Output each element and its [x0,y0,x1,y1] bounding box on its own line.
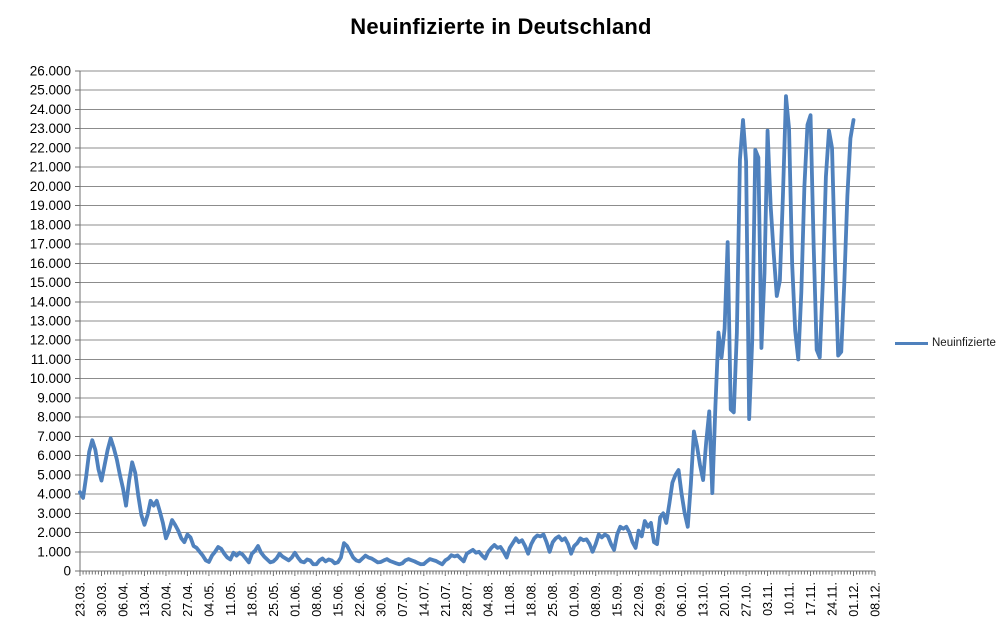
x-axis-tick-label: 03.11. [761,582,775,616]
x-axis-tick-label: 23.03. [74,582,88,617]
x-axis-tick-label: 18.08. [525,582,539,617]
y-axis-tick-label: 11.000 [31,352,71,367]
legend-line-sample [895,341,928,345]
x-axis-tick-label: 04.08. [482,582,496,617]
x-axis-tick-label: 22.09. [632,582,646,617]
y-axis-tick-label: 20.000 [30,179,71,194]
y-axis-tick-label: 14.000 [30,294,71,309]
y-axis-tick-label: 25.000 [30,83,71,98]
x-axis-tick-label: 01.06. [288,582,302,617]
x-axis-tick-label: 08.06. [310,582,324,617]
y-axis-tick-label: 22.000 [30,140,71,155]
y-axis-tick-label: 4.000 [37,487,71,502]
y-axis-tick-label: 7.000 [37,429,71,444]
y-axis-ticks [75,70,80,572]
y-axis-tick-label: 19.000 [30,198,71,213]
x-axis-tick-label: 04.05. [202,582,216,617]
y-axis-tick-label: 15.000 [30,275,71,290]
legend: Neuinfizierte [895,337,996,349]
x-axis-tick-label: 24.11. [826,582,840,616]
x-axis-tick-label: 11.05. [224,582,238,616]
x-axis-tick-label: 22.06. [353,582,367,617]
y-axis-tick-label: 3.000 [37,506,71,521]
x-axis-tick-label: 27.10. [740,582,754,617]
y-axis-tick-label: 10.000 [30,371,71,386]
x-axis-tick-label: 28.07. [460,582,474,617]
y-axis-tick-label: 26.000 [30,64,71,79]
series-line-neuinfizierte [78,94,856,567]
x-axis-tick-label: 08.12. [869,582,883,617]
x-axis-tick-label: 30.03. [95,582,109,617]
x-axis-tick-label: 25.08. [546,582,560,617]
x-axis-tick-label: 07.07. [396,582,410,617]
x-axis-tick-label: 01.12. [847,582,861,617]
y-axis-tick-label: 13.000 [30,314,71,329]
x-axis-tick-label: 11.08. [503,582,517,616]
x-axis-ticks [79,571,876,576]
y-axis-tick-label: 21.000 [30,160,71,175]
y-axis-tick-label: 16.000 [30,256,71,271]
x-axis-tick-label: 08.09. [589,582,603,617]
legend-label: Neuinfizierte [932,337,996,349]
x-axis-tick-label: 30.06. [374,582,388,617]
y-axis-tick-label: 2.000 [37,525,71,540]
y-axis-tick-label: 12.000 [30,333,71,348]
y-axis-tick-label: 8.000 [37,410,71,425]
x-axis-tick-label: 14.07. [417,582,431,617]
x-axis-tick-label: 29.09. [654,582,668,617]
x-axis-tick-label: 15.09. [611,582,625,617]
y-axis-tick-label: 17.000 [30,237,71,252]
x-axis-tick-label: 20.10. [718,582,732,617]
x-axis-tick-label: 18.05. [245,582,259,617]
y-axis-tick-label: 1.000 [37,544,71,559]
x-axis-tick-label: 06.04. [116,582,130,617]
x-axis-tick-label: 21.07. [439,582,453,617]
x-axis-tick-label: 25.05. [267,582,281,617]
x-axis-tick-label: 27.04. [181,582,195,617]
x-axis-tick-label: 01.09. [568,582,582,617]
x-axis-tick-label: 17.11. [804,582,818,616]
x-axis-tick-label: 13.10. [697,582,711,617]
x-axis-tick-label: 15.06. [331,582,345,617]
y-axis-tick-label: 6.000 [37,448,71,463]
y-axis-tick-label: 24.000 [30,102,71,117]
x-axis-tick-label: 13.04. [138,582,152,617]
x-axis-tick-label: 20.04. [159,582,173,617]
y-axis-tick-label: 0 [63,564,71,579]
y-axis-tick-label: 9.000 [37,390,71,405]
chart-title: Neuinfizierte in Deutschland [350,14,652,39]
x-axis-tick-label: 06.10. [675,582,689,617]
gridlines [80,70,875,553]
y-axis-tick-label: 23.000 [30,121,71,136]
x-axis-tick-label: 10.11. [783,582,797,616]
y-axis-tick-label: 18.000 [30,217,71,232]
y-axis-tick-label: 5.000 [37,467,71,482]
